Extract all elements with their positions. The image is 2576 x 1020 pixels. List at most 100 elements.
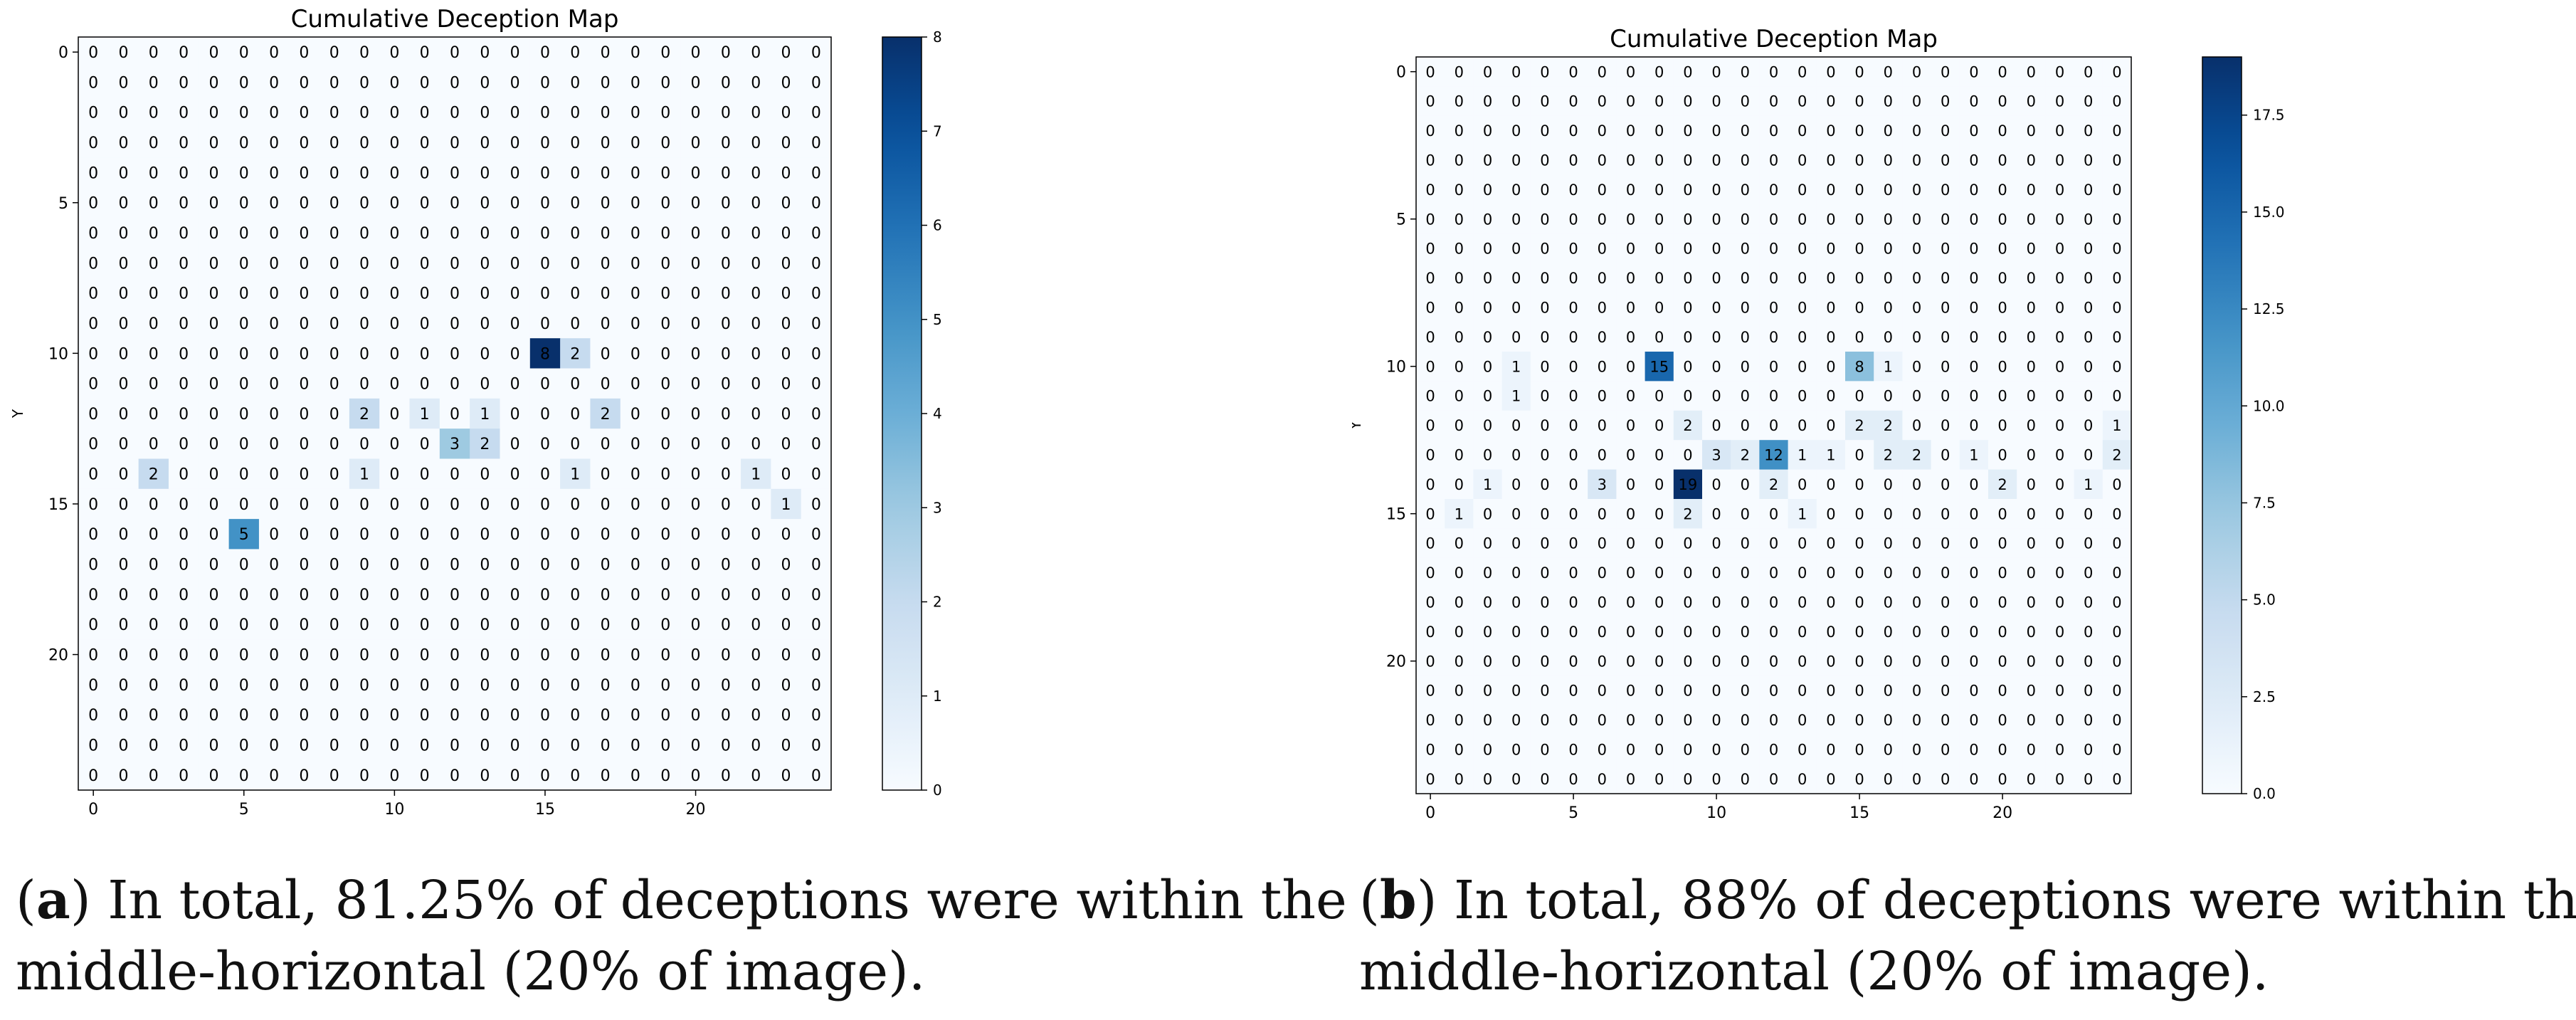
x-tick-label: 20 — [686, 801, 706, 819]
cell-value-label: 0 — [179, 195, 189, 213]
heatmap-cell — [1616, 115, 1646, 146]
heatmap-cell — [1416, 174, 1445, 205]
cell-value-label: 0 — [691, 526, 701, 544]
cell-value-label: 0 — [510, 737, 520, 755]
cell-value-label: 0 — [601, 135, 611, 152]
heatmap-cell — [1702, 145, 1731, 176]
cell-value-label: 0 — [1540, 63, 1549, 80]
cell-value-label: 0 — [1568, 446, 1578, 463]
heatmap-cell — [1731, 263, 1760, 293]
heatmap-cell — [1731, 115, 1760, 146]
heatmap-cell — [2017, 115, 2046, 146]
heatmap-cell — [1902, 174, 1932, 205]
heatmap-cell — [1445, 263, 1474, 293]
heatmap-cell — [258, 157, 290, 189]
heatmap-cell — [409, 217, 440, 248]
heatmap-cell — [1645, 528, 1674, 559]
cell-value-label: 0 — [1854, 329, 1864, 346]
cell-value-label: 0 — [721, 74, 731, 92]
cell-value-label: 0 — [239, 737, 249, 755]
heatmap-cell — [1616, 86, 1646, 117]
heatmap-cell — [529, 368, 561, 399]
heatmap-cell — [500, 97, 531, 128]
heatmap-cell — [590, 67, 621, 98]
cell-value-label: 0 — [1654, 505, 1664, 522]
cell-value-label: 0 — [2084, 535, 2093, 552]
heatmap-cell — [1445, 646, 1474, 676]
heatmap-cell — [1759, 233, 1789, 264]
heatmap-cell — [1874, 675, 1903, 706]
colorbar-tick-label: 3 — [933, 499, 942, 516]
cell-value-label: 0 — [510, 466, 520, 484]
x-tick-label: 0 — [1425, 804, 1435, 822]
cell-value-label: 0 — [1941, 270, 1950, 287]
heatmap-cell — [2017, 587, 2046, 618]
cell-value-label: 0 — [811, 587, 821, 604]
heatmap-cell — [650, 248, 681, 279]
cell-value-label: 0 — [751, 436, 761, 453]
heatmap-cell — [1931, 764, 1960, 794]
cell-value-label: 0 — [1483, 241, 1492, 258]
cell-value-label: 0 — [1969, 476, 1978, 493]
heatmap-cell — [1845, 233, 1874, 264]
cell-value-label: 0 — [450, 616, 460, 634]
caption-b-line1: (b) In total, 88% of deceptions were wit… — [1359, 865, 2576, 936]
cell-value-label: 0 — [118, 496, 128, 514]
heatmap-cell — [1902, 764, 1932, 794]
heatmap-cell — [1702, 322, 1731, 352]
cell-value-label: 0 — [781, 646, 791, 664]
cell-value-label: 0 — [540, 707, 550, 725]
heatmap-cell — [439, 398, 470, 429]
heatmap-cell — [379, 217, 411, 248]
heatmap-cell — [500, 127, 531, 158]
cell-value-label: 0 — [630, 315, 640, 333]
cell-value-label: 0 — [359, 195, 369, 213]
heatmap-cell — [319, 700, 350, 730]
heatmap-cell — [1931, 263, 1960, 293]
heatmap-cell — [1931, 115, 1960, 146]
heatmap-cell — [199, 67, 230, 98]
cell-value-label: 0 — [601, 557, 611, 574]
heatmap-cell — [1501, 381, 1531, 411]
cell-value-label: 0 — [781, 195, 791, 213]
cell-value-label: 0 — [1568, 535, 1578, 552]
cell-value-label: 0 — [1568, 63, 1578, 80]
cell-value-label: 0 — [570, 406, 580, 424]
cell-value-label: 0 — [1683, 653, 1692, 670]
cell-value-label: 0 — [149, 74, 159, 92]
cell-value-label: 0 — [149, 616, 159, 634]
cell-value-label: 0 — [1425, 446, 1435, 463]
cell-value-label: 0 — [1683, 594, 1692, 611]
cell-value-label: 0 — [118, 164, 128, 182]
heatmap-cell — [560, 278, 591, 309]
heatmap-cell — [1588, 616, 1617, 647]
heatmap-cell — [1645, 352, 1674, 382]
cell-value-label: 0 — [1425, 241, 1435, 258]
heatmap-cell — [500, 549, 531, 580]
cell-value-label: 0 — [510, 376, 520, 394]
cell-value-label: 0 — [1654, 624, 1664, 641]
cell-value-label: 0 — [601, 164, 611, 182]
heatmap-cell — [1874, 705, 1903, 735]
heatmap-cell — [1931, 616, 1960, 647]
heatmap-cell — [1616, 204, 1646, 234]
cell-value-label: 0 — [269, 406, 279, 424]
cell-value-label: 0 — [239, 376, 249, 394]
heatmap-cell — [1902, 86, 1932, 117]
cell-value-label: 0 — [1711, 771, 1721, 788]
heatmap-cell — [1988, 587, 2017, 618]
heatmap-cell — [258, 278, 290, 309]
y-tick-label: 15 — [48, 496, 68, 514]
heatmap-cell — [1988, 381, 2017, 411]
cell-value-label: 0 — [1741, 476, 1750, 493]
heatmap-cell — [1588, 440, 1617, 470]
cell-value-label: 0 — [1741, 741, 1750, 758]
heatmap-cell — [1673, 440, 1703, 470]
heatmap-cell — [1931, 499, 1960, 529]
cell-value-label: 0 — [781, 135, 791, 152]
heatmap-cell — [1616, 322, 1646, 352]
heatmap-cell — [1559, 263, 1588, 293]
heatmap-cell — [349, 338, 380, 369]
heatmap-cell — [1788, 469, 1817, 500]
heatmap-cell — [1530, 174, 1560, 205]
